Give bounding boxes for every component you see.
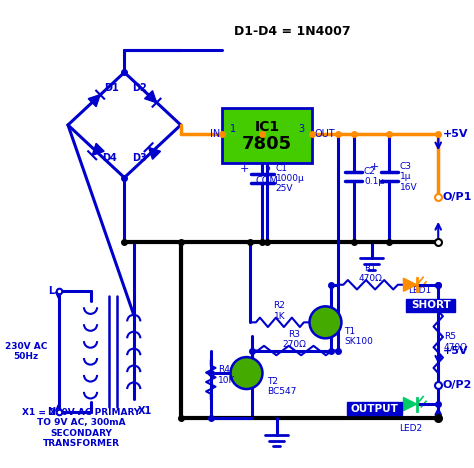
Text: R4
10K: R4 10K bbox=[219, 365, 236, 385]
Polygon shape bbox=[148, 147, 161, 159]
Text: LED2: LED2 bbox=[400, 424, 422, 433]
Text: OUT: OUT bbox=[314, 129, 335, 139]
Text: R2
1K: R2 1K bbox=[273, 301, 285, 321]
Text: +: + bbox=[240, 164, 249, 174]
Text: T1
SK100: T1 SK100 bbox=[344, 327, 373, 346]
FancyBboxPatch shape bbox=[347, 402, 401, 416]
Text: X1 = 230V AC PRIMARY
TO 9V AC, 300mA
SECONDARY
TRANSFORMER: X1 = 230V AC PRIMARY TO 9V AC, 300mA SEC… bbox=[22, 408, 140, 448]
Text: X1: X1 bbox=[137, 406, 152, 416]
FancyBboxPatch shape bbox=[406, 299, 455, 312]
Text: 1: 1 bbox=[229, 124, 236, 134]
Text: 230V AC
50Hz: 230V AC 50Hz bbox=[5, 342, 47, 361]
Text: R3
270Ω: R3 270Ω bbox=[283, 329, 306, 349]
Text: C1
1000μ
25V: C1 1000μ 25V bbox=[276, 164, 304, 193]
Text: D1: D1 bbox=[104, 83, 118, 93]
Polygon shape bbox=[403, 278, 417, 291]
Text: L: L bbox=[48, 286, 55, 296]
Text: O/P1: O/P1 bbox=[443, 192, 472, 202]
Polygon shape bbox=[92, 143, 104, 155]
Text: +5V: +5V bbox=[443, 129, 468, 139]
Circle shape bbox=[230, 357, 263, 389]
Circle shape bbox=[310, 307, 341, 338]
Text: C3
1μ
16V: C3 1μ 16V bbox=[400, 162, 417, 191]
Text: 7805: 7805 bbox=[242, 135, 292, 153]
Text: IN: IN bbox=[210, 129, 220, 139]
Text: +: + bbox=[370, 162, 379, 172]
Text: D3: D3 bbox=[132, 153, 146, 163]
Text: 2: 2 bbox=[264, 166, 270, 176]
Text: N: N bbox=[47, 407, 55, 417]
Text: R5
470Ω: R5 470Ω bbox=[444, 332, 468, 352]
Text: R1
470Ω: R1 470Ω bbox=[359, 264, 383, 283]
Text: SHORT: SHORT bbox=[411, 300, 451, 310]
Polygon shape bbox=[145, 91, 156, 102]
Text: D1-D4 = 1N4007: D1-D4 = 1N4007 bbox=[234, 24, 351, 37]
Polygon shape bbox=[403, 397, 417, 410]
FancyBboxPatch shape bbox=[222, 108, 312, 162]
Text: C2
0.1μ: C2 0.1μ bbox=[364, 167, 384, 186]
Polygon shape bbox=[88, 95, 100, 107]
Text: T2
BC547: T2 BC547 bbox=[267, 377, 297, 396]
Text: O/P2: O/P2 bbox=[443, 380, 472, 390]
Text: D2: D2 bbox=[132, 83, 146, 93]
Text: +5V: +5V bbox=[443, 345, 468, 356]
Text: D4: D4 bbox=[102, 153, 117, 163]
Text: IC1: IC1 bbox=[255, 120, 280, 134]
Text: COM: COM bbox=[256, 176, 279, 186]
Text: LED1: LED1 bbox=[408, 286, 431, 295]
Text: 3: 3 bbox=[299, 124, 305, 134]
Text: OUTPUT: OUTPUT bbox=[350, 404, 398, 414]
